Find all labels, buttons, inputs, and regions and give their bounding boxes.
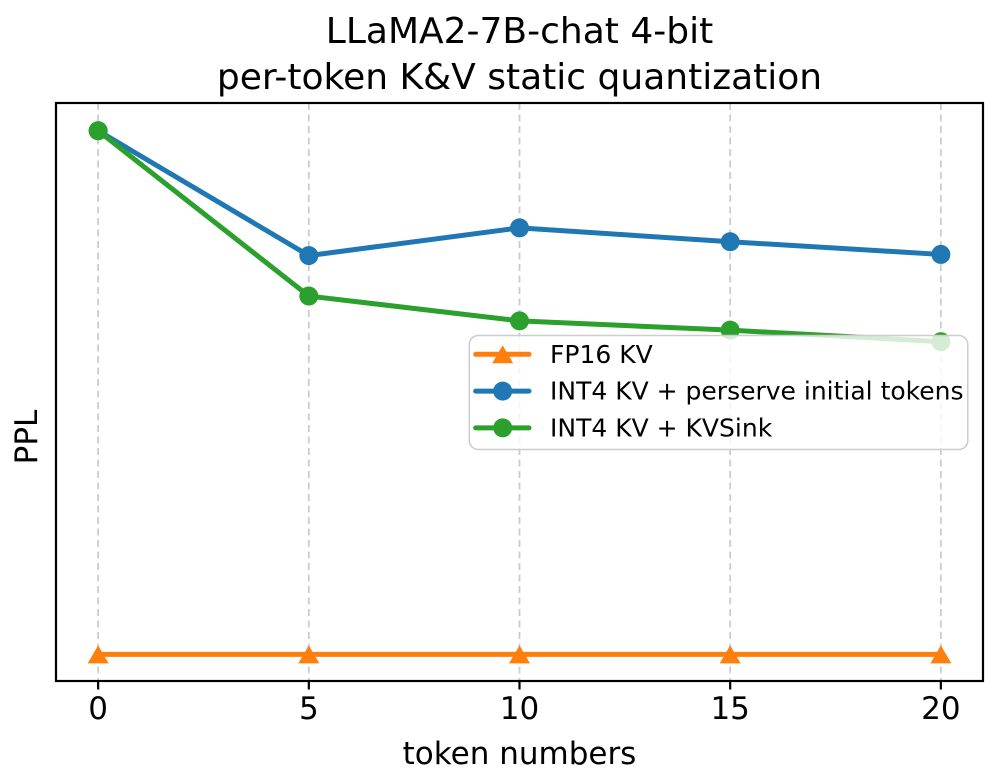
chart-title-line1: LLaMA2-7B-chat 4-bit bbox=[325, 11, 714, 52]
legend-sample-marker bbox=[492, 345, 514, 364]
series-marker bbox=[299, 286, 319, 306]
series-marker bbox=[510, 311, 529, 331]
series-marker bbox=[510, 218, 529, 238]
chart-title-line2: per-token K&V static quantization bbox=[216, 57, 823, 98]
series-marker bbox=[931, 244, 951, 264]
legend-sample-marker bbox=[493, 418, 513, 438]
series-marker bbox=[87, 645, 109, 664]
legend-box bbox=[468, 334, 969, 451]
x-tick-label: 15 bbox=[710, 691, 749, 727]
series-marker bbox=[298, 645, 320, 664]
series-marker bbox=[509, 645, 530, 664]
chart-title: LLaMA2-7B-chat 4-bit per-token K&V stati… bbox=[56, 9, 983, 101]
legend-sample-marker bbox=[493, 381, 513, 401]
x-tick-label: 20 bbox=[921, 691, 960, 727]
x-tick-label: 0 bbox=[88, 691, 108, 727]
series-marker bbox=[719, 645, 741, 664]
legend-label: INT4 KV + perserve initial tokens bbox=[550, 377, 964, 406]
legend-label: INT4 KV + KVSink bbox=[550, 413, 773, 442]
x-tick-label: 10 bbox=[500, 691, 539, 727]
series-marker bbox=[299, 246, 319, 266]
x-tick-label: 5 bbox=[299, 691, 319, 727]
legend-label: FP16 KV bbox=[550, 340, 653, 369]
x-axis-label: token numbers bbox=[403, 736, 637, 772]
series-marker bbox=[930, 645, 952, 664]
y-axis-label: PPL bbox=[9, 409, 45, 464]
series-marker bbox=[88, 121, 108, 141]
series-marker bbox=[720, 232, 740, 252]
